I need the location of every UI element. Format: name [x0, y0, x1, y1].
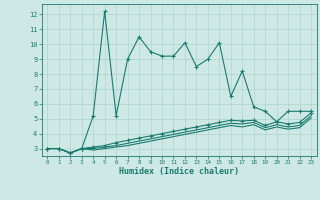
- X-axis label: Humidex (Indice chaleur): Humidex (Indice chaleur): [119, 167, 239, 176]
